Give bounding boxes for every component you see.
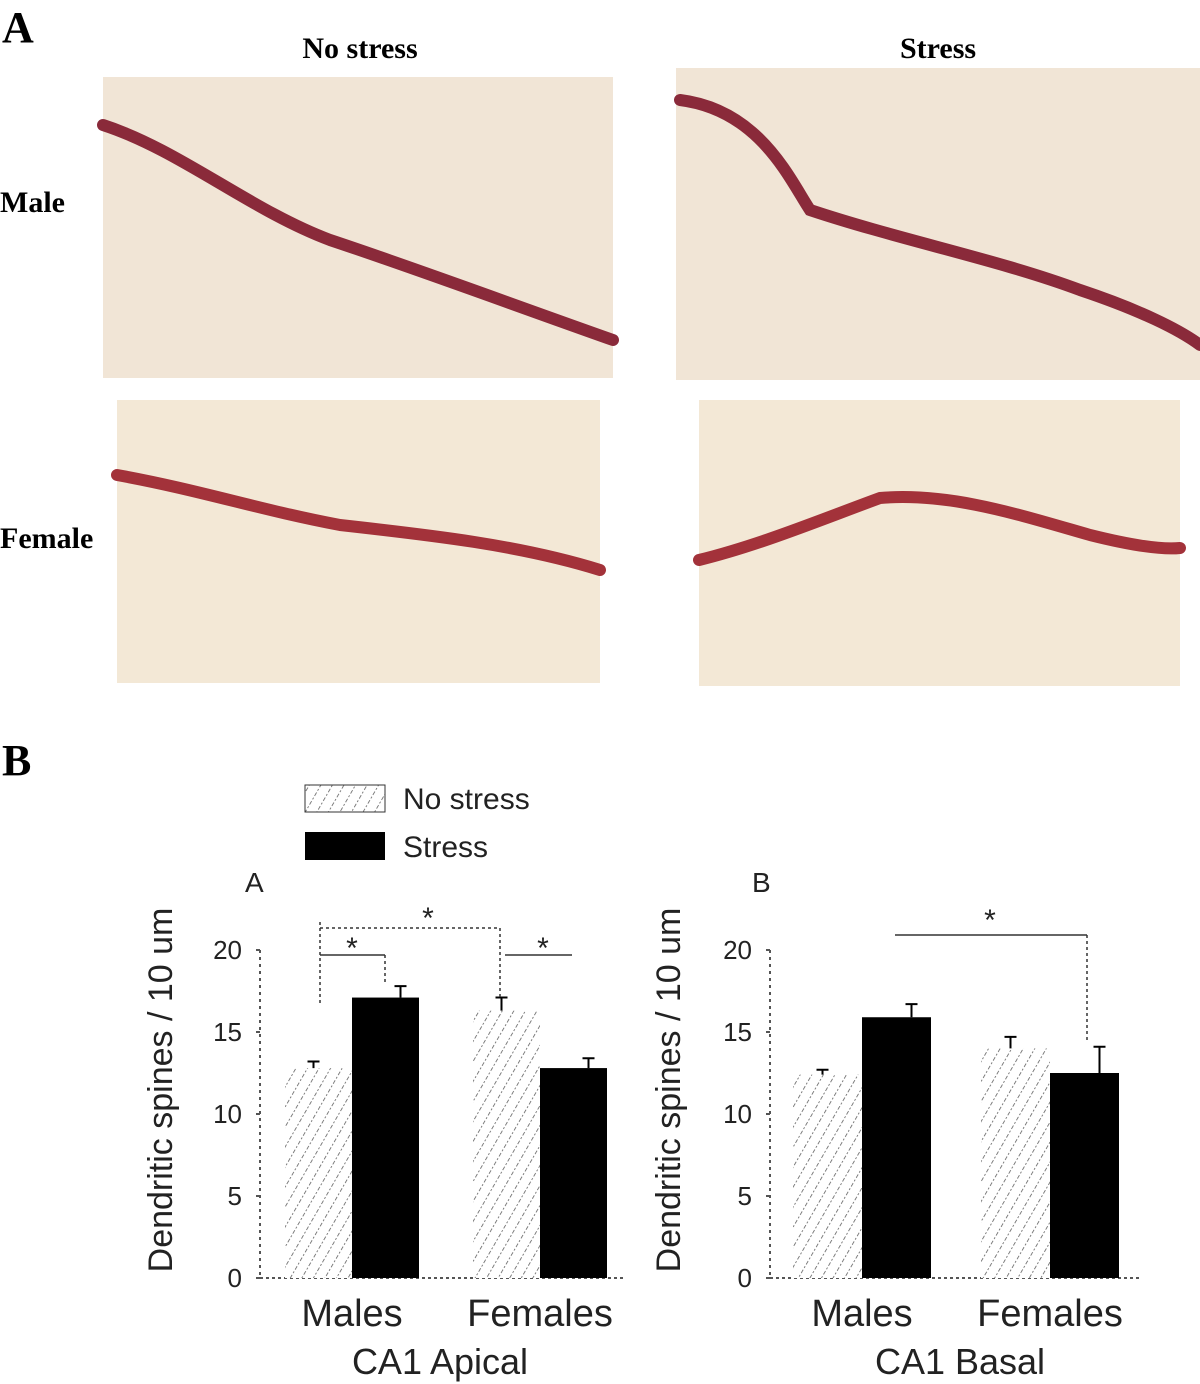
legend-swatch <box>304 784 386 813</box>
significance-star: * <box>537 932 549 965</box>
legend: No stress Stress <box>304 783 530 864</box>
micrograph <box>97 77 619 378</box>
row-label: Female <box>0 522 93 555</box>
micrograph <box>693 400 1186 686</box>
column-label: No stress <box>302 32 417 65</box>
x-tick-label: Males <box>301 1293 402 1335</box>
significance-star: * <box>422 902 434 935</box>
error-bar <box>1093 1045 1106 1073</box>
significance-star: * <box>984 904 996 937</box>
x-axis-label: CA1 Basal <box>875 1341 1045 1382</box>
panel-label: A <box>2 3 34 52</box>
error-bar <box>905 1003 918 1018</box>
chart-panel-label: A <box>245 867 264 898</box>
error-bar <box>394 985 407 998</box>
y-axis-label: Dendritic spines / 10 um <box>650 908 688 1273</box>
error-bar <box>582 1057 595 1069</box>
error-bar <box>1004 1035 1017 1049</box>
x-axis-label: CA1 Apical <box>352 1341 528 1382</box>
y-tick-label: 0 <box>228 1263 242 1293</box>
significance-star: * <box>346 932 358 965</box>
bar <box>1050 1073 1119 1278</box>
column-label: Stress <box>900 32 976 65</box>
y-tick-label: 20 <box>213 935 242 965</box>
row-label: Male <box>0 186 65 219</box>
panel-label: B <box>2 736 31 785</box>
error-bar <box>307 1060 320 1069</box>
bar <box>285 1068 352 1278</box>
legend-label: No stress <box>403 783 530 816</box>
y-tick-label: 5 <box>228 1181 242 1211</box>
y-tick-label: 15 <box>213 1017 242 1047</box>
y-tick-label: 15 <box>723 1017 752 1047</box>
y-tick-label: 0 <box>738 1263 752 1293</box>
y-axis-label: Dendritic spines / 10 um <box>142 908 180 1273</box>
legend-label: Stress <box>403 831 488 864</box>
bar <box>981 1048 1050 1278</box>
legend-swatch <box>305 832 385 860</box>
x-tick-label: Females <box>977 1293 1123 1335</box>
x-tick-label: Females <box>467 1293 613 1335</box>
bar <box>540 1068 607 1278</box>
x-tick-label: Males <box>811 1293 912 1335</box>
error-bar <box>495 996 508 1011</box>
bar <box>473 1010 540 1278</box>
micrograph <box>674 68 1200 380</box>
error-bar <box>816 1068 829 1075</box>
y-tick-label: 5 <box>738 1181 752 1211</box>
chart-panel-label: B <box>752 867 771 898</box>
y-tick-label: 10 <box>723 1099 752 1129</box>
bar <box>793 1074 862 1278</box>
y-tick-label: 20 <box>723 935 752 965</box>
bar <box>352 997 419 1278</box>
micrograph <box>111 400 606 683</box>
y-tick-label: 10 <box>213 1099 242 1129</box>
bar <box>862 1017 931 1278</box>
